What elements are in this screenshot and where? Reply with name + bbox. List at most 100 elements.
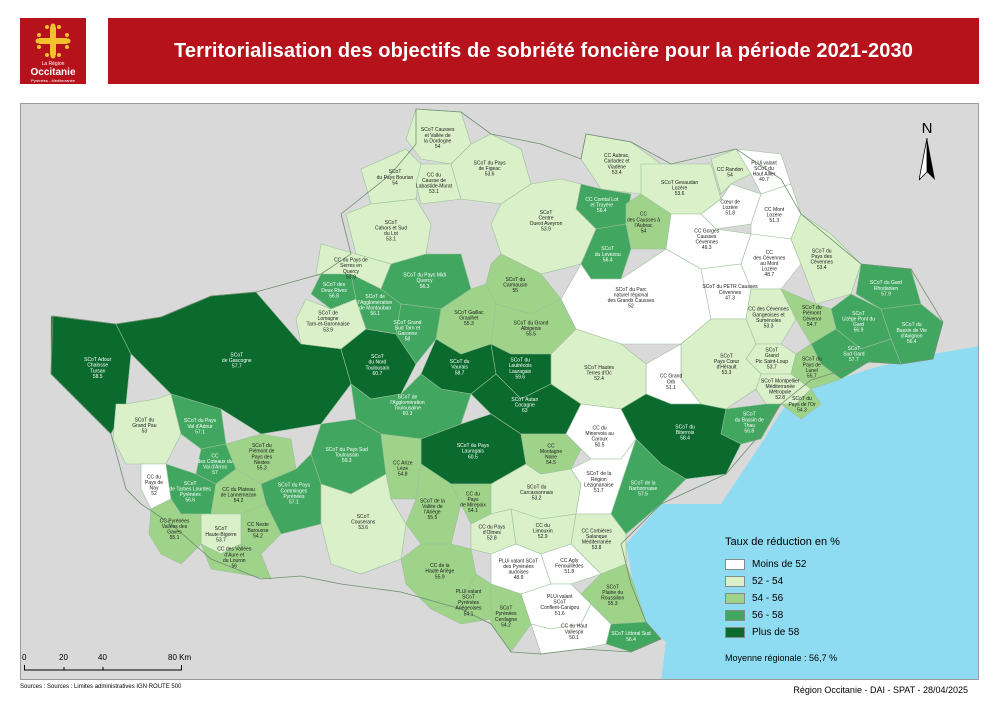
territory-name-line: de Gascogne [222, 358, 252, 364]
territory-name-line: SCoT [184, 481, 197, 487]
territory-name-line: Noire [545, 455, 557, 461]
legend-title: Taux de réduction en % [725, 536, 840, 548]
territory-name-line: SCoT [230, 352, 243, 358]
territory-value: 53 [142, 429, 148, 435]
territory-name-line: PLUi valant [456, 589, 482, 595]
territory-value: 49.3 [702, 245, 712, 251]
territory-label-pays-figeac: SCoT du Pays de Figeac 53.6 [474, 161, 507, 178]
territory-name-line: Terres d'Oc [586, 371, 612, 377]
territory-value: 53.4 [612, 170, 622, 176]
territory-name-line: de Mirepoix [460, 503, 486, 509]
territory-label-aubrac: CC Aubrac, Carladez et Viadène 53.4 [604, 153, 630, 176]
territory-name-line: Pic Saint-Loup [756, 359, 789, 365]
legend-swatch-3 [725, 610, 745, 621]
territory-label-causse-labastide: CC du Causse de Labastide-Murat 53.1 [416, 172, 453, 195]
mediterranean-sea [626, 346, 978, 679]
territory-label-nord-toulousain: SCoT du Nord Toulousain 60.7 [365, 354, 389, 377]
territory-name-line: CC du [427, 172, 441, 178]
territory-name-line: Orb [667, 379, 676, 385]
territory-label-pays-nay: CC du Pays de Nay 52 [145, 474, 163, 497]
territory-name-line: CC [211, 453, 219, 459]
territory-pays-or [780, 388, 822, 420]
territory-name-line: Bassin de Vie [896, 328, 927, 334]
legend-swatch-4 [725, 627, 745, 638]
territory-value: 54.5 [546, 460, 556, 466]
territory-name-line: SCoT du Pays [278, 483, 311, 489]
scale-bar: 0 20 40 80 Km [22, 653, 202, 675]
territory-labels: SCoT Causses et Vallée de la Dordogne 54SCo… [84, 127, 927, 643]
territory-value: 51.7 [594, 488, 604, 494]
territory-value: 54.3 [797, 407, 807, 413]
territory-name-line: SCoT du Pays [474, 161, 507, 167]
territory-name-line: SCoT du [135, 417, 155, 423]
territory-value: 49.7 [759, 177, 769, 183]
territory-name-line: Grand Pau [132, 423, 156, 429]
territory-name-line: SCoT Littoral Sud [611, 631, 651, 637]
territory-label-pays-olmes: CC du Pays d'Olmes 52.8 [478, 525, 505, 542]
territory-name-line: SCoT du [792, 396, 812, 402]
territory-name-line: SCoT de [398, 394, 418, 400]
territory-name-line: SCoT [601, 246, 614, 252]
territory-name-line: Pays des [252, 454, 273, 460]
territory-name-line: Cerdagne [495, 617, 517, 623]
territory-value: 54 [435, 144, 441, 150]
legend-item: 56 - 58 [725, 607, 925, 624]
territory-name-line: Pays [467, 497, 479, 503]
territory-name-line: SCoT [385, 220, 398, 226]
territory-value: 52 [628, 304, 634, 310]
territory-label-parc-grands-causses: SCoT du Parc naturel régional des Grands C… [608, 287, 655, 310]
territory-name-line: Vallespir [565, 629, 584, 635]
scale-ruler [24, 665, 182, 671]
territory-name-line: Ariégeoises [455, 606, 482, 612]
territory-name-line: Limouxin [533, 529, 553, 535]
territory-label-lauragais: SCoT du Pays Lauragais 60.5 [457, 443, 490, 460]
territory-name-line: SCoT [848, 346, 861, 352]
territory-name-line: CC Pyrénées [160, 518, 190, 524]
territory-value: 56.8 [744, 429, 754, 435]
territory-label-pays-bourian: SCoT du Pays Bourian 54 [377, 169, 414, 186]
territory-value: 51.1 [666, 385, 676, 391]
territory-name-line: Causses [697, 234, 717, 240]
territory-name-line: Pyrénées [180, 492, 202, 498]
territory-name-line: PLUi valant SCoT [499, 558, 539, 564]
territory-value: 53.7 [216, 537, 226, 543]
territory-name-line: PLUi valant [547, 594, 573, 600]
legend-item: Moins de 52 [725, 556, 925, 573]
territory-label-pays-or: SCoT du Pays de l'Or 54.3 [788, 396, 815, 413]
territory-name-line: CC [766, 250, 774, 256]
territory-value: 53.7 [767, 364, 777, 370]
territory-label-cevennes-mont-lozere: CC des Cévennes au Mont Lozère 48.7 [753, 250, 785, 278]
territory-value: 54.2 [234, 498, 244, 504]
territory-name-line: du Nord [369, 360, 387, 366]
territory-value: 51.3 [769, 218, 779, 224]
sources-note: Sources : Sources : Limites administrati… [20, 684, 182, 690]
territory-value: 55.5 [428, 515, 438, 521]
territory-name-line: SCoT Gevaudan [661, 180, 698, 186]
territory-value: 57 [212, 470, 218, 476]
territory-value: 53.9 [323, 327, 333, 333]
territory-name-line: Salanque [586, 534, 607, 540]
territory-name-line: CC du Pays de [334, 258, 368, 264]
territory-name-line: Roussillon [601, 596, 624, 602]
territory-value: 52 [151, 491, 157, 497]
territory-label-vallee-ariege: SCoT de la Vallée de l'Ariège 55.5 [420, 498, 445, 521]
territory-value: 48.9 [514, 575, 524, 581]
territory-name-line: Minervois au [585, 431, 614, 437]
territory-name-line: SCoT du Pays [184, 418, 217, 424]
territory-label-coteaux-val-arros: CC des Coteaux du Val d'Arros 57 [197, 453, 232, 476]
territory-name-line: des Coteaux du [197, 459, 232, 465]
territory-value: 58 [405, 337, 411, 343]
territory-name-line: Deux Rives [321, 288, 347, 294]
territory-value: 60.3 [403, 411, 413, 417]
legend-label: Moins de 52 [752, 559, 807, 570]
territory-label-pyrenees-audoises: PLUi valant SCoT des Pyrénées audoises 48.9 [499, 558, 539, 581]
territory-label-montagne-noire: CC Montagne Noire 54.5 [540, 443, 562, 466]
territory-name-line: d'Olmes [483, 530, 502, 536]
territory-name-line: Lozère [762, 267, 778, 273]
territory-value: 52.4 [594, 376, 604, 382]
scale-tick-0: 0 [22, 653, 27, 662]
scale-tick-40: 40 [98, 653, 107, 662]
territory-name-line: CC des Cévennes [748, 307, 789, 313]
territory-layer [50, 108, 944, 655]
territory-value: 56.3 [420, 284, 430, 290]
